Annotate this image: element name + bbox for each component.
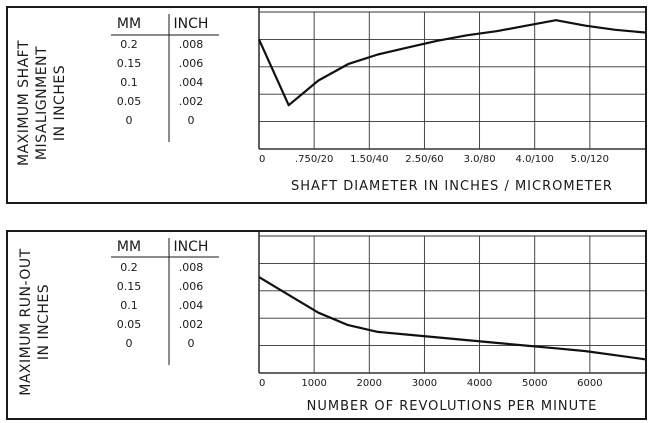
table-cell-mm: 0 xyxy=(126,337,133,350)
y-axis-label-line: IN INCHES xyxy=(36,284,52,360)
y-axis-label-line: MISALIGNMENT xyxy=(34,46,50,160)
y-axis-label-line: MAXIMUM RUN-OUT xyxy=(18,248,34,395)
x-tick-label: 0 xyxy=(259,154,265,165)
x-tick-label: 6000 xyxy=(577,378,602,389)
table-cell-mm: 0.1 xyxy=(120,299,138,312)
y-axis-label-line: MAXIMUM SHAFT xyxy=(16,40,32,166)
table-cell-inch: .002 xyxy=(179,95,204,108)
table-cell-inch: .004 xyxy=(179,299,204,312)
table-cell-inch: .006 xyxy=(179,280,204,293)
table-cell-mm: 0.05 xyxy=(117,95,142,108)
x-tick-label: 3.0/80 xyxy=(464,154,496,165)
misalignment-chart: 0 .750/20 1.50/40 2.50/60 3.0/80 4.0/100 5.0/1… xyxy=(16,8,646,194)
table-cell-inch: .002 xyxy=(179,318,204,331)
table-cell-mm: 0.15 xyxy=(117,57,142,70)
runout-chart-panel: 0 1000 2000 3000 4000 5000 6000 NUMBER OF REVOL… xyxy=(6,230,647,420)
x-tick-label: 5.0/120 xyxy=(571,154,609,165)
y-axis-label-line: IN INCHES xyxy=(52,65,68,141)
series-line xyxy=(257,19,646,107)
x-tick-label: 2.50/60 xyxy=(405,154,443,165)
series-line xyxy=(258,276,646,361)
table-cell-mm: 0.15 xyxy=(117,280,142,293)
table-cell-inch: .004 xyxy=(179,76,204,89)
table-header-mm: MM xyxy=(117,239,141,255)
x-tick-label: 5000 xyxy=(522,378,547,389)
table-cell-mm: 0.2 xyxy=(120,261,138,274)
misalignment-chart-panel: 0 .750/20 1.50/40 2.50/60 3.0/80 4.0/100 5.0/1… xyxy=(6,6,647,204)
x-axis-label: NUMBER OF REVOLUTIONS PER MINUTE xyxy=(307,399,598,414)
table-cell-mm: 0.1 xyxy=(120,76,138,89)
table-header-mm: MM xyxy=(117,16,141,32)
x-tick-label: 2000 xyxy=(357,378,382,389)
table-cell-mm: 0.2 xyxy=(120,38,138,51)
x-tick-label: 1000 xyxy=(301,378,326,389)
table-cell-inch: 0 xyxy=(188,337,195,350)
x-tick-label: 4.0/100 xyxy=(516,154,554,165)
x-tick-label: 1.50/40 xyxy=(350,154,388,165)
x-axis-label: SHAFT DIAMETER IN INCHES / MICROMETER xyxy=(291,179,613,194)
table-cell-mm: 0.05 xyxy=(117,318,142,331)
x-tick-label: .750/20 xyxy=(295,154,333,165)
table-cell-mm: 0 xyxy=(126,114,133,127)
table-header-inch: INCH xyxy=(174,239,209,255)
x-tick-label: 0 xyxy=(259,378,265,389)
table-header-inch: INCH xyxy=(174,16,209,32)
table-cell-inch: .008 xyxy=(179,261,204,274)
x-tick-label: 4000 xyxy=(467,378,492,389)
table-cell-inch: 0 xyxy=(188,114,195,127)
runout-chart: 0 1000 2000 3000 4000 5000 6000 NUMBER OF REVOL… xyxy=(18,232,646,414)
table-cell-inch: .008 xyxy=(179,38,204,51)
table-cell-inch: .006 xyxy=(179,57,204,70)
x-tick-label: 3000 xyxy=(412,378,437,389)
